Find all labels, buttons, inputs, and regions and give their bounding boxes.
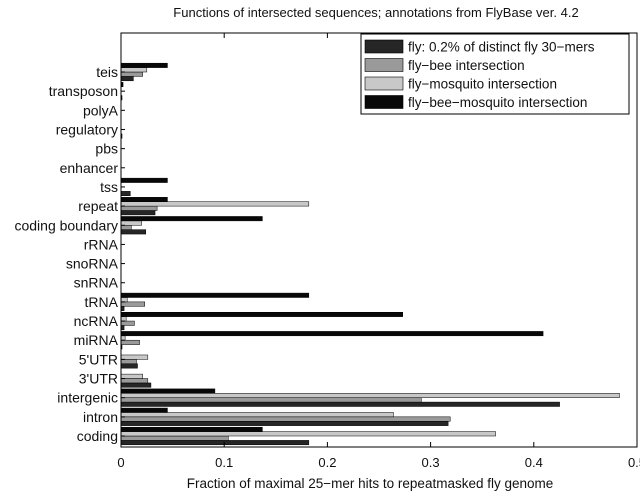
legend-swatch xyxy=(364,95,404,109)
legend-label: fly: 0.2% of distinct fly 30−mers xyxy=(408,40,595,55)
y-tick-label: teis xyxy=(96,64,118,80)
bar xyxy=(120,201,310,207)
legend-swatch xyxy=(364,76,404,91)
bar xyxy=(120,331,544,337)
bar xyxy=(120,354,149,360)
bar xyxy=(120,229,147,235)
bar xyxy=(120,426,263,432)
legend: fly: 0.2% of distinct fly 30−mers fly−bee… xyxy=(360,33,630,115)
y-tick-label: regulatory xyxy=(56,121,118,137)
x-tick-label: 0.4 xyxy=(525,455,543,470)
bar xyxy=(120,210,156,216)
legend-swatch xyxy=(364,39,404,54)
y-tick-label: transposon xyxy=(49,83,118,99)
bar xyxy=(120,388,216,394)
bar xyxy=(120,316,127,322)
y-tick-label: ncRNA xyxy=(74,313,119,329)
y-tick-label: enhancer xyxy=(60,160,119,176)
bar xyxy=(120,292,310,298)
legend-swatch xyxy=(364,58,404,72)
bar xyxy=(120,76,134,82)
legend-label: fly−mosquito intersection xyxy=(408,77,557,92)
bar xyxy=(120,393,620,398)
bar xyxy=(120,412,394,418)
bar xyxy=(120,67,148,73)
x-tick-label: 0 xyxy=(117,455,124,470)
y-tick-label: 3'UTR xyxy=(79,371,118,387)
bar xyxy=(120,407,168,413)
bar xyxy=(120,431,496,437)
bar xyxy=(120,373,143,379)
x-tick-label: 0.2 xyxy=(318,455,336,470)
bars-layer xyxy=(120,62,620,446)
bar xyxy=(120,339,140,345)
bar xyxy=(120,216,263,222)
y-tick-label: miRNA xyxy=(74,332,119,348)
plot-frame xyxy=(120,32,638,448)
y-tick-label: rRNA xyxy=(84,236,119,252)
bar xyxy=(120,197,168,202)
bar xyxy=(120,416,451,422)
y-tick-label: coding boundary xyxy=(14,217,118,233)
bar xyxy=(120,397,422,403)
y-tick-label: pbs xyxy=(95,141,118,157)
bar xyxy=(120,440,310,446)
y-axis: teis transposon polyA regulatory pbs enhancer… xyxy=(14,64,125,444)
x-axis-label: Fraction of maximal 25−mer hits to repea… xyxy=(187,476,554,491)
bar xyxy=(120,320,135,326)
bar xyxy=(120,177,168,183)
bar xyxy=(120,191,131,197)
bar xyxy=(120,363,138,369)
bar xyxy=(120,205,158,211)
y-tick-label: tss xyxy=(100,179,118,195)
bar xyxy=(120,225,132,230)
y-tick-label: polyA xyxy=(83,102,119,118)
x-tick-label: 0.1 xyxy=(215,455,233,470)
y-tick-label: coding xyxy=(77,428,118,444)
bar xyxy=(120,382,152,388)
x-tick-label: 0.5 xyxy=(628,455,640,470)
bar xyxy=(120,401,560,407)
bar xyxy=(120,312,403,317)
y-tick-label: 5'UTR xyxy=(79,351,118,367)
y-tick-label: snoRNA xyxy=(66,256,119,272)
bar xyxy=(120,297,128,303)
y-tick-label: repeat xyxy=(78,198,118,214)
bar xyxy=(120,420,449,426)
bar xyxy=(120,335,126,341)
bar xyxy=(120,220,142,226)
bar xyxy=(120,62,168,68)
bar xyxy=(120,301,145,307)
bar xyxy=(120,71,143,77)
y-tick-label: intergenic xyxy=(57,390,118,406)
legend-box xyxy=(360,33,630,115)
x-tick-label: 0.3 xyxy=(422,455,440,470)
y-tick-label: tRNA xyxy=(85,294,119,310)
bar xyxy=(120,435,229,441)
bar xyxy=(120,378,149,384)
legend-label: fly−bee intersection xyxy=(408,58,525,73)
y-tick-label: intron xyxy=(83,409,118,425)
chart-title: Functions of intersected sequences; anno… xyxy=(173,5,578,20)
legend-label: fly−bee−mosquito intersection xyxy=(408,95,587,110)
bar xyxy=(120,359,137,365)
y-tick-label: snRNA xyxy=(74,275,119,291)
